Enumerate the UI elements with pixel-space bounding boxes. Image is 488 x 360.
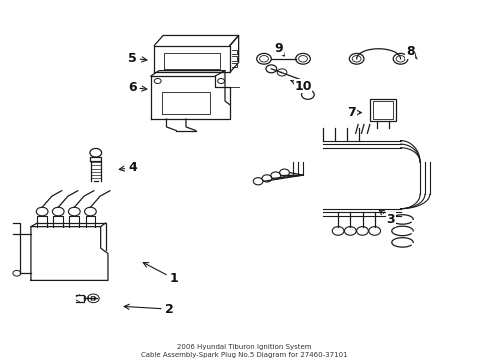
Text: 2: 2 — [124, 303, 173, 316]
Bar — [369, 99, 395, 121]
Text: 1: 1 — [143, 262, 178, 285]
Text: 8: 8 — [405, 45, 416, 59]
Text: 6: 6 — [128, 81, 146, 94]
Bar — [372, 102, 392, 119]
Text: 10: 10 — [290, 80, 311, 93]
Text: 2006 Hyundai Tiburon Ignition System
Cable Assembly-Spark Plug No.5 Diagram for : 2006 Hyundai Tiburon Ignition System Cab… — [141, 344, 347, 358]
Text: 4: 4 — [119, 161, 137, 174]
Text: 3: 3 — [378, 210, 394, 226]
Text: 5: 5 — [128, 51, 146, 64]
Text: 9: 9 — [274, 41, 284, 56]
Text: 7: 7 — [346, 106, 361, 119]
